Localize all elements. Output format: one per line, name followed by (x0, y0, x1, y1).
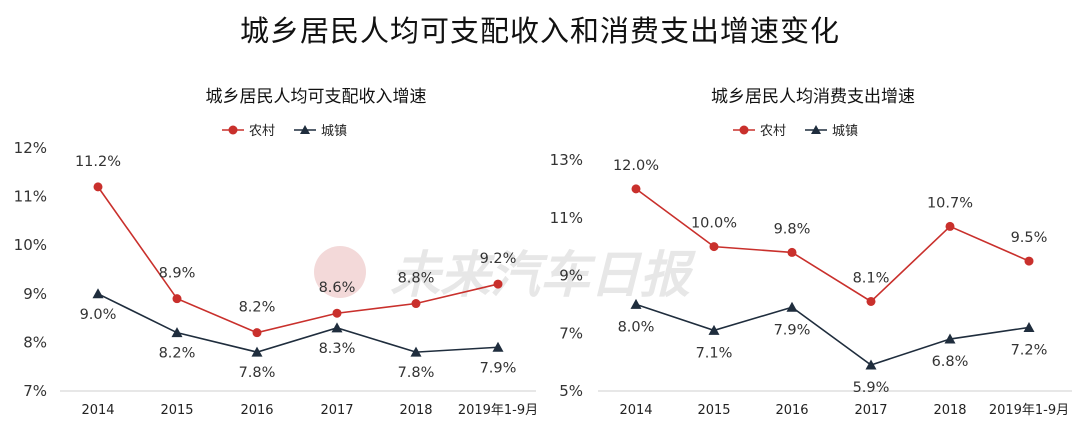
y-tick-label: 8% (23, 333, 47, 351)
x-tick-label: 2017 (854, 403, 887, 418)
data-point (1023, 321, 1035, 332)
data-point (866, 296, 876, 306)
data-label: 8.2% (159, 346, 196, 362)
legend-marker (739, 125, 749, 135)
x-tick-label: 2017 (320, 403, 353, 418)
legend-label: 城镇 (321, 124, 347, 139)
data-label: 9.5% (1011, 230, 1048, 246)
legend-label: 农村 (249, 124, 275, 139)
y-tick-label: 9% (559, 267, 583, 285)
data-point (92, 288, 104, 299)
y-tick-label: 13% (550, 151, 583, 169)
x-tick-label: 2018 (399, 403, 432, 418)
data-label: 9.8% (774, 221, 811, 237)
data-label: 8.0% (618, 319, 655, 335)
x-tick-label: 2019年1-9月 (989, 403, 1069, 418)
data-label: 8.8% (398, 271, 435, 287)
y-tick-label: 11% (550, 209, 583, 227)
data-point (410, 346, 422, 357)
data-point (251, 346, 263, 357)
y-tick-label: 7% (23, 382, 47, 400)
data-point (708, 324, 720, 335)
data-point (493, 279, 503, 289)
y-tick-label: 11% (14, 188, 47, 206)
x-tick-label: 2014 (619, 403, 652, 418)
data-point (709, 242, 719, 252)
series-urban: 9.0% 8.2% 7.8% 8.3% 7.8% 7.9% (80, 288, 517, 381)
data-label: 8.3% (319, 341, 356, 357)
x-tick-label: 2016 (240, 403, 273, 418)
data-label: 8.2% (239, 300, 276, 316)
data-point (171, 327, 183, 338)
data-label: 6.8% (932, 354, 969, 370)
series-line (97, 293, 499, 353)
data-label: 8.6% (319, 280, 356, 296)
data-point (1024, 256, 1034, 266)
data-label: 7.2% (1011, 342, 1048, 358)
data-point (944, 333, 956, 344)
data-point (331, 322, 343, 333)
data-label: 7.1% (696, 345, 733, 361)
y-tick-label: 12% (14, 139, 47, 157)
data-point (332, 308, 342, 318)
y-tick-label: 9% (23, 285, 47, 303)
data-label: 9.0% (80, 307, 117, 323)
series-urban: 8.0% 7.1% 7.9% 5.9% 6.8% 7.2% (618, 298, 1048, 396)
data-label: 5.9% (853, 380, 890, 396)
data-label: 7.8% (239, 365, 276, 381)
data-label: 10.0% (691, 216, 737, 232)
data-point (631, 184, 641, 194)
legend: 农村 城镇 (733, 124, 858, 139)
watermark-logo (314, 246, 366, 298)
data-label: 7.9% (774, 322, 811, 338)
legend-label: 农村 (760, 124, 786, 139)
x-tick-label: 2016 (775, 403, 808, 418)
data-point (786, 301, 798, 312)
data-point (865, 359, 877, 370)
y-tick-label: 5% (559, 382, 583, 400)
data-label: 7.8% (398, 365, 435, 381)
data-point (492, 341, 504, 352)
legend: 农村 城镇 (222, 124, 347, 139)
chart-title: 城乡居民人均可支配收入增速 (206, 87, 427, 107)
data-label: 12.0% (613, 158, 659, 174)
series-line (635, 188, 1030, 303)
data-point (787, 247, 797, 257)
data-point (93, 182, 103, 192)
data-label: 7.9% (480, 360, 517, 376)
x-tick-label: 2015 (697, 403, 730, 418)
legend-marker (228, 125, 238, 135)
series-line (635, 303, 1030, 366)
legend-marker (300, 125, 310, 134)
data-label: 11.2% (75, 154, 121, 170)
page-title: 城乡居民人均可支配收入和消费支出增速变化 (239, 14, 840, 48)
series-line (97, 186, 499, 334)
series-rural: 12.0% 10.0% 9.8% 8.1% 10.7% 9.5% (613, 158, 1047, 306)
watermark: 未来汽车日报 (314, 246, 696, 304)
series-rural: 11.2% 8.9% 8.2% 8.6% 8.8% 9.2% (75, 154, 517, 338)
x-tick-label: 2019年1-9月 (458, 403, 538, 418)
data-point (945, 221, 955, 231)
watermark-text: 未来汽车日报 (390, 246, 696, 304)
y-tick-label: 10% (14, 236, 47, 254)
data-point (172, 294, 182, 304)
data-label: 8.1% (853, 270, 890, 286)
x-tick-label: 2018 (933, 403, 966, 418)
data-point (411, 299, 421, 309)
legend-label: 城镇 (832, 124, 858, 139)
data-label: 8.9% (159, 266, 196, 282)
legend-marker (811, 125, 821, 134)
data-point (630, 298, 642, 309)
y-tick-label: 7% (559, 324, 583, 342)
data-label: 10.7% (927, 195, 973, 211)
data-label: 9.2% (480, 251, 517, 267)
chart-title: 城乡居民人均消费支出增速 (711, 87, 915, 107)
x-tick-label: 2014 (81, 403, 114, 418)
x-tick-label: 2015 (160, 403, 193, 418)
data-point (252, 328, 262, 338)
